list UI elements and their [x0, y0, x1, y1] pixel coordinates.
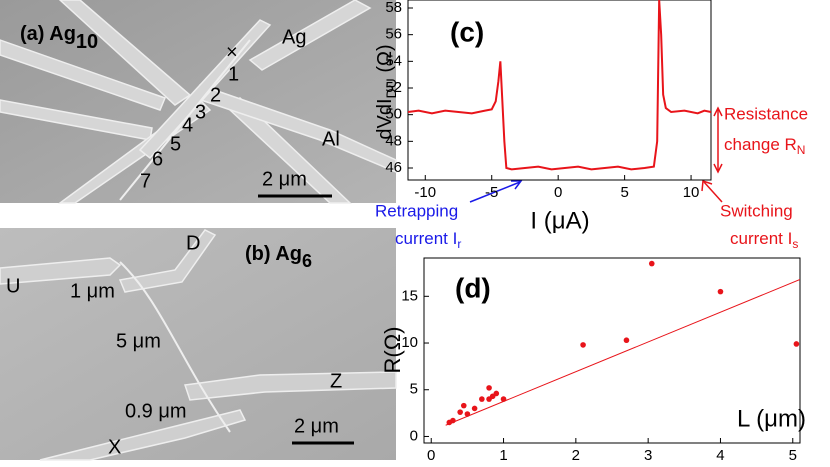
- x-axis-label: I (μA): [530, 207, 589, 234]
- panel-label: (c): [450, 16, 484, 47]
- panel-label-text: (b) Ag: [245, 243, 302, 265]
- y-tick-label: 56: [385, 26, 402, 43]
- contact-number: 7: [140, 170, 151, 192]
- x-axis-label: L (μm): [737, 405, 806, 432]
- annotation-text: change R: [724, 135, 797, 154]
- plot-frame: [407, 0, 712, 181]
- data-point: [471, 405, 478, 412]
- y-tick-label: 10: [401, 334, 418, 351]
- annotation-sub: s: [792, 237, 798, 251]
- panel-label: (d): [455, 272, 491, 303]
- annotation-sub: N: [797, 143, 806, 157]
- y-tick-label: 52: [385, 79, 402, 96]
- x-tick-label: 3: [644, 447, 652, 464]
- scale-label: 2 μm: [262, 168, 307, 190]
- data-point: [460, 402, 467, 409]
- annotation-sub: r: [457, 237, 461, 251]
- plot-frame: [423, 257, 801, 444]
- scale-label: 2 μm: [294, 415, 339, 437]
- data-point: [457, 409, 463, 415]
- length-label: 1 μm: [70, 280, 115, 302]
- contact-number: 6: [152, 148, 163, 170]
- contact-number: 5: [170, 133, 181, 155]
- lead-label: Ag: [282, 26, 306, 48]
- contact-number: 3: [195, 101, 206, 123]
- y-tick-label: 15: [401, 287, 418, 304]
- x-tick-label: 0: [554, 184, 562, 201]
- sem-image-b: (b) Ag6 U D Z X 1 μm 5 μm 0.9 μm 2 μm: [0, 228, 397, 461]
- x-tick-label: 0: [427, 447, 435, 464]
- x-tick-label: 4: [716, 447, 724, 464]
- data-point: [623, 337, 630, 344]
- data-point: [450, 417, 456, 424]
- data-point: [717, 288, 724, 295]
- data-point: [648, 260, 655, 267]
- x-tick-label: 1: [499, 447, 507, 464]
- lead-label: Al: [322, 128, 340, 150]
- y-tick-label: 0: [410, 427, 418, 444]
- y-tick-label: 58: [385, 0, 402, 16]
- y-tick-label: 50: [385, 106, 402, 123]
- sem-image-a: (a) Ag10 Ag Al × 1 2 3 4 5 6 7 2 μm: [0, 0, 397, 204]
- annotation: Switching: [720, 201, 793, 220]
- annotation: Retrapping: [375, 201, 458, 220]
- x-tick-label: -5: [485, 184, 498, 201]
- length-label: 5 μm: [116, 330, 161, 352]
- x-tick-label: -10: [414, 184, 436, 201]
- y-axis-label: dVdIDU (Ω): [374, 44, 398, 139]
- x-tick-label: 5: [789, 447, 797, 464]
- x-tick-label: 10: [683, 184, 700, 201]
- annotation: Resistance: [724, 104, 808, 123]
- data-point: [464, 411, 471, 417]
- contact-label: U: [6, 275, 20, 297]
- annotation: current Is: [730, 229, 798, 251]
- y-tick-label: 5: [410, 381, 418, 398]
- contact-number: 4: [182, 114, 193, 136]
- panel-label-text: (a) Ag: [20, 23, 76, 45]
- annotation-arrows: [469, 106, 723, 203]
- annotation-text: current I: [730, 229, 792, 248]
- y-label-sub: DU: [383, 78, 399, 98]
- contact-label: Z: [330, 370, 342, 392]
- contact-number: 1: [228, 63, 239, 85]
- contact-label: D: [186, 232, 200, 254]
- x-tick-label: 5: [620, 184, 628, 201]
- annotation: change RN: [724, 135, 805, 157]
- contact-number: 2: [210, 84, 221, 106]
- annotation-text: current I: [395, 229, 457, 248]
- data-point: [486, 385, 492, 391]
- data-point: [493, 390, 500, 397]
- contact-label: X: [108, 436, 121, 458]
- y-tick-label: 46: [385, 159, 402, 176]
- panel-label-sub: 6: [302, 251, 312, 271]
- panel-label: (b) Ag6: [245, 243, 312, 270]
- length-label: 0.9 μm: [125, 400, 187, 422]
- y-axis-label: R(Ω): [380, 327, 405, 374]
- annotation: current Ir: [395, 229, 461, 251]
- fit-line: [445, 279, 800, 426]
- data-point: [580, 342, 586, 348]
- panel-label: (a) Ag10: [20, 23, 98, 53]
- plot-area: [445, 260, 800, 426]
- y-tick-label: 54: [385, 52, 402, 69]
- data-point: [793, 341, 800, 347]
- plot-area: [408, 0, 711, 171]
- cross-mark: ×: [226, 41, 238, 63]
- x-tick-label: 2: [572, 447, 580, 464]
- panel-label-sub: 10: [76, 31, 98, 53]
- y-tick-label: 48: [385, 132, 402, 149]
- data-point: [500, 396, 507, 402]
- data-line: [408, 0, 711, 171]
- data-point: [479, 396, 485, 402]
- y-label-unit: (Ω): [374, 44, 396, 78]
- y-label-main: dVdI: [374, 98, 396, 139]
